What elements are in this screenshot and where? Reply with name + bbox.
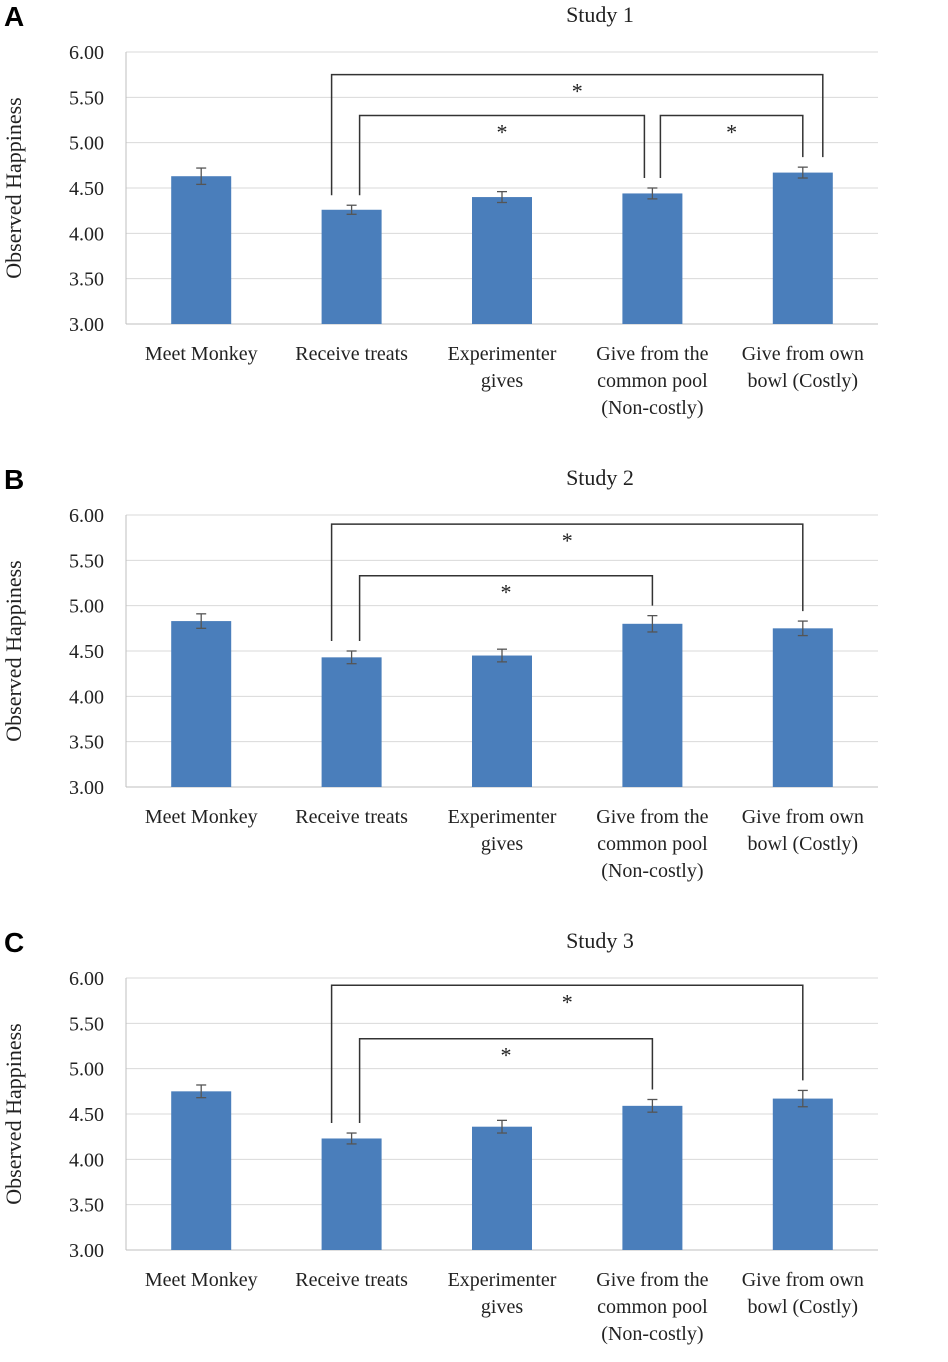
bar	[171, 176, 232, 324]
x-category-label: Give from the	[596, 1269, 708, 1291]
chart-study-3: C Study 3 Observed Happiness 3.00 3.50 4.00 4.…	[1, 927, 878, 1345]
bar	[171, 621, 232, 787]
significance-star: *	[562, 528, 573, 553]
x-category-label: (Non-costly)	[601, 397, 703, 419]
y-tick-label: 4.00	[69, 1149, 104, 1171]
y-tick-label: 4.50	[69, 1104, 104, 1126]
x-category-label: bowl (Costly)	[748, 1296, 859, 1318]
chart-title: Study 2	[566, 465, 634, 490]
bar	[321, 657, 382, 787]
bar	[772, 628, 833, 787]
significance-star: *	[501, 580, 512, 605]
x-category-label: Meet Monkey	[145, 1269, 258, 1291]
significance-star: *	[562, 989, 573, 1014]
x-category-label: Meet Monkey	[145, 343, 258, 365]
y-tick-label: 5.50	[69, 550, 104, 572]
panel-b: B Study 2 Observed Happiness 3.00 3.50 4.00 4.…	[0, 463, 948, 903]
y-axis-label: Observed Happiness	[1, 97, 26, 278]
y-tick-label: 3.00	[69, 777, 104, 799]
y-tick-label: 5.50	[69, 87, 104, 109]
bar	[622, 193, 683, 324]
significance-star: *	[726, 119, 737, 144]
x-category-label: common pool	[597, 370, 708, 392]
y-tick-label: 5.50	[69, 1013, 104, 1035]
y-tick-label: 3.50	[69, 1195, 104, 1217]
significance-bracket	[330, 984, 804, 1124]
significance-bracket	[330, 523, 804, 641]
x-category-label: (Non-costly)	[601, 1323, 703, 1345]
bar	[772, 1098, 833, 1250]
y-tick-label: 6.00	[69, 42, 104, 64]
x-category-label: Receive treats	[295, 1269, 408, 1291]
significance-bracket	[659, 114, 804, 178]
y-tick-label: 6.00	[69, 968, 104, 990]
y-tick-label: 3.00	[69, 314, 104, 336]
y-tick-label: 5.00	[69, 1059, 104, 1081]
y-tick-label: 6.00	[69, 505, 104, 527]
bar	[772, 172, 833, 324]
bar	[472, 197, 532, 324]
significance-bracket	[358, 574, 654, 641]
y-tick-label: 5.00	[69, 133, 104, 155]
x-category-label: gives	[481, 1296, 523, 1318]
y-tick-label: 3.50	[69, 269, 104, 291]
x-category-label: Meet Monkey	[145, 806, 258, 828]
x-category-label: Give from own	[742, 806, 864, 828]
x-category-label: Experimenter	[448, 1269, 557, 1291]
bar	[622, 623, 683, 787]
bar	[171, 1091, 232, 1250]
x-category-label: common pool	[597, 1296, 708, 1318]
y-tick-label: 3.50	[69, 732, 104, 754]
x-category-label: Give from own	[742, 1269, 864, 1291]
bar	[321, 1138, 382, 1250]
y-tick-label: 4.00	[69, 223, 104, 245]
panel-letter: A	[4, 1, 24, 32]
panel-letter: B	[4, 464, 24, 495]
panel-c: C Study 3 Observed Happiness 3.00 3.50 4.00 4.…	[0, 926, 948, 1362]
bar	[321, 209, 382, 324]
significance-star: *	[572, 79, 583, 104]
significance-bracket	[330, 73, 824, 196]
significance-bracket	[358, 1037, 654, 1124]
x-category-label: Experimenter	[448, 343, 557, 365]
bar	[622, 1105, 683, 1250]
panel-letter: C	[4, 927, 24, 958]
significance-star: *	[497, 119, 508, 144]
y-axis-label: Observed Happiness	[1, 560, 26, 741]
x-category-label: Receive treats	[295, 806, 408, 828]
chart-title: Study 3	[566, 928, 634, 953]
x-category-label: Receive treats	[295, 343, 408, 365]
significance-star: *	[501, 1043, 512, 1068]
y-axis-label: Observed Happiness	[1, 1023, 26, 1204]
chart-study-2: B Study 2 Observed Happiness 3.00 3.50 4.00 4.…	[1, 464, 878, 882]
y-tick-label: 4.50	[69, 178, 104, 200]
x-category-label: gives	[481, 833, 523, 855]
x-category-label: gives	[481, 370, 523, 392]
y-tick-label: 4.00	[69, 686, 104, 708]
x-category-label: common pool	[597, 833, 708, 855]
chart-study-1: A Study 1 Observed Happiness 3.00 3.50 4.00 4.…	[1, 1, 878, 419]
chart-title: Study 1	[566, 2, 634, 27]
x-category-label: Give from the	[596, 343, 708, 365]
x-category-label: bowl (Costly)	[748, 833, 859, 855]
bar	[472, 1126, 532, 1250]
y-tick-label: 5.00	[69, 596, 104, 618]
x-category-label: (Non-costly)	[601, 860, 703, 882]
bar	[472, 655, 532, 787]
y-tick-label: 3.00	[69, 1240, 104, 1262]
x-category-label: Give from the	[596, 806, 708, 828]
y-tick-label: 4.50	[69, 641, 104, 663]
x-category-label: Experimenter	[448, 806, 557, 828]
x-category-label: bowl (Costly)	[748, 370, 859, 392]
panel-a: A Study 1 Observed Happiness 3.00 3.50 4.00 4.…	[0, 0, 948, 440]
significance-bracket	[358, 114, 646, 196]
x-category-label: Give from own	[742, 343, 864, 365]
